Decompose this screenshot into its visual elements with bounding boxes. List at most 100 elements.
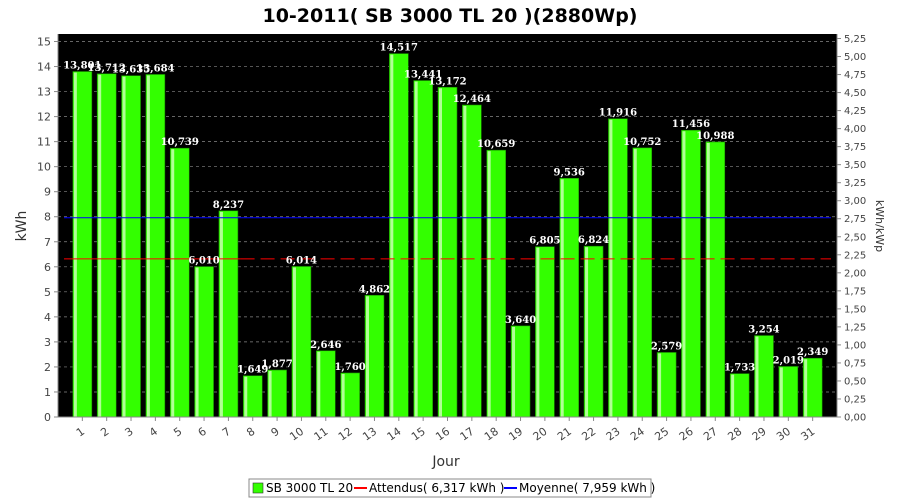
data-label: 2,646 — [310, 340, 341, 351]
y-tick-label: 6 — [44, 261, 51, 274]
y2-tick-label: 5,00 — [844, 52, 866, 63]
bar — [802, 357, 823, 418]
data-label: 10,988 — [696, 131, 734, 142]
data-label: 11,916 — [599, 108, 637, 119]
x-tick-label: 9 — [269, 425, 282, 440]
bar — [535, 246, 555, 418]
bar-highlight — [560, 179, 564, 417]
bar — [486, 149, 506, 418]
data-label: 8,237 — [213, 200, 244, 211]
x-tick-label: 17 — [458, 425, 477, 444]
y2-tick-label: 0,00 — [844, 413, 866, 424]
data-label: 13,635 — [112, 65, 150, 76]
bar-highlight — [682, 131, 686, 417]
bar — [364, 294, 385, 418]
x-axis: 1 2 3 4 5 6 7 8 9 10 11 12 13 14 15 16 17 18 19 20 21 22 23 24 2… — [58, 416, 837, 444]
data-label: 13,712 — [88, 63, 126, 74]
y2-tick-label: 0,75 — [844, 358, 866, 369]
bar — [291, 266, 312, 418]
bar-highlight — [755, 336, 759, 417]
bar-highlight — [609, 119, 613, 418]
y2-tick-label: 2,00 — [844, 268, 866, 279]
y2-axis-title: kWh/kWp — [873, 200, 886, 252]
bar-highlight — [585, 247, 589, 417]
bar — [510, 325, 531, 418]
x-tick-label: 31 — [798, 425, 817, 444]
bar-highlight — [292, 267, 296, 417]
x-tick-label: 28 — [725, 425, 744, 444]
x-tick-label: 22 — [579, 425, 598, 444]
y-tick-label: 12 — [37, 111, 51, 124]
y-tick-label: 4 — [44, 311, 51, 324]
data-label: 1,649 — [237, 365, 268, 376]
x-tick-label: 12 — [336, 425, 355, 444]
bar — [681, 129, 701, 418]
y-tick-label: 8 — [44, 211, 51, 224]
x-tick-label: 20 — [531, 425, 550, 444]
y2-tick-label: 1,25 — [844, 322, 866, 333]
x-tick-label: 19 — [506, 425, 525, 444]
y-tick-label: 1 — [44, 386, 51, 399]
y-tick-label: 2 — [44, 361, 51, 374]
x-tick-label: 10 — [287, 425, 306, 444]
legend-item-series: SB 3000 TL 20 — [266, 481, 353, 495]
bar — [608, 118, 628, 418]
data-label: 13,801 — [63, 61, 101, 72]
y2-tick-label: 3,00 — [844, 196, 866, 207]
data-label: 6,824 — [578, 235, 609, 246]
x-tick-label: 16 — [433, 425, 452, 444]
y2-tick-label: 0,25 — [844, 394, 866, 405]
y2-axis: 0,00 0,25 0,50 0,75 1,00 1,25 1,50 1,75 2,00 2,25… — [836, 34, 866, 424]
x-tick-label: 13 — [360, 425, 379, 444]
chart-title: 10-2011( SB 3000 TL 20 )(2880Wp) — [262, 5, 637, 27]
data-label: 13,172 — [428, 76, 466, 87]
data-label: 10,659 — [477, 139, 515, 150]
bar-highlight — [341, 373, 345, 417]
bar — [389, 53, 409, 418]
y2-tick-label: 1,75 — [844, 286, 866, 297]
bar — [559, 177, 580, 418]
x-tick-label: 3 — [123, 425, 136, 440]
y2-tick-label: 4,00 — [844, 124, 866, 135]
data-label: 2,349 — [797, 347, 828, 358]
bar — [656, 352, 677, 418]
bar — [169, 147, 190, 418]
bar-highlight — [731, 374, 735, 417]
y2-tick-label: 2,50 — [844, 232, 866, 243]
bar-highlight — [122, 76, 126, 417]
bar — [583, 245, 604, 418]
y2-tick-label: 3,25 — [844, 178, 866, 189]
bars — [72, 53, 823, 418]
y2-tick-label: 2,75 — [844, 214, 866, 225]
legend-item-moyenne: Moyenne( 7,959 kWh ) — [519, 481, 655, 495]
y-tick-label: 13 — [37, 86, 51, 99]
bar-highlight — [487, 151, 491, 417]
data-label: 3,254 — [748, 325, 779, 336]
y-tick-label: 15 — [37, 36, 51, 49]
data-label: 10,752 — [623, 137, 661, 148]
data-label: 2,019 — [773, 355, 804, 366]
y-tick-label: 3 — [44, 336, 51, 349]
x-tick-label: 18 — [482, 425, 501, 444]
x-tick-label: 24 — [628, 425, 647, 444]
x-tick-label: 1 — [74, 425, 87, 440]
data-label: 11,456 — [672, 119, 710, 130]
data-label: 13,441 — [404, 70, 442, 81]
bar-highlight — [414, 81, 418, 417]
y2-tick-label: 4,75 — [844, 70, 866, 81]
legend-swatch-series — [252, 482, 264, 494]
x-tick-label: 6 — [196, 425, 209, 440]
bar-highlight — [804, 359, 808, 417]
bar-highlight — [633, 148, 637, 417]
y2-tick-label: 3,75 — [844, 142, 866, 153]
y2-tick-label: 2,25 — [844, 250, 866, 261]
y2-tick-label: 4,50 — [844, 88, 866, 99]
x-tick-label: 21 — [555, 425, 574, 444]
y-tick-label: 5 — [44, 286, 51, 299]
bar-highlight — [73, 72, 77, 417]
bar-highlight — [658, 353, 662, 417]
bar — [145, 74, 166, 418]
